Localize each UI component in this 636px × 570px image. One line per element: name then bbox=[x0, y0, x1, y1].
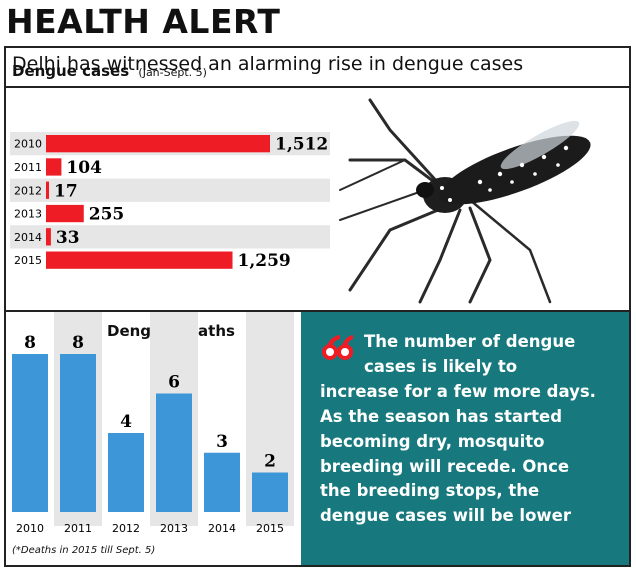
quote-mark-icon bbox=[322, 335, 353, 360]
cases-year-label: 2012 bbox=[14, 184, 42, 197]
cases-chart-title: Dengue cases (Jan-Sept. 5) bbox=[12, 62, 207, 80]
deaths-bar bbox=[252, 472, 288, 512]
quote-line: dengue cases will be lower bbox=[320, 506, 571, 526]
cases-bar bbox=[46, 228, 51, 246]
cases-bar-chart: 2010 1,512 2011 104 2012 17 2013 255 2014 33 2015 1… bbox=[10, 132, 330, 271]
deaths-year-label: 2012 bbox=[112, 522, 140, 535]
cases-year-label: 2011 bbox=[14, 161, 42, 174]
section-divider bbox=[6, 310, 629, 312]
quote-panel bbox=[301, 312, 629, 565]
deaths-value-label: 3 bbox=[216, 432, 228, 452]
deaths-bar bbox=[60, 354, 96, 512]
cases-value-label: 1,259 bbox=[238, 251, 291, 271]
deaths-value-label: 2 bbox=[264, 452, 276, 472]
deaths-value-label: 8 bbox=[72, 333, 84, 353]
subtitle: Delhi has witnessed an alarming rise in … bbox=[6, 48, 629, 88]
cases-bar bbox=[46, 204, 84, 223]
cases-value-label: 104 bbox=[66, 158, 102, 178]
cases-year-label: 2014 bbox=[14, 231, 42, 244]
deaths-year-label: 2014 bbox=[208, 522, 236, 535]
deaths-value-label: 4 bbox=[120, 412, 132, 432]
quote-line: becoming dry, mosquito bbox=[320, 431, 545, 451]
deaths-bar bbox=[108, 433, 144, 512]
cases-value-label: 17 bbox=[54, 181, 78, 201]
mosquito-illustration bbox=[339, 98, 591, 304]
infographic-frame: Delhi has witnessed an alarming rise in … bbox=[4, 46, 631, 567]
deaths-value-label: 8 bbox=[24, 333, 36, 353]
quote-line: The number of dengue bbox=[364, 332, 576, 351]
quote-line: the breeding stops, the bbox=[320, 481, 540, 501]
deaths-bar bbox=[156, 393, 192, 512]
deaths-bar bbox=[12, 354, 48, 512]
headline: HEALTH ALERT bbox=[6, 2, 281, 41]
row-stripe bbox=[10, 178, 330, 202]
deaths-year-label: 2015 bbox=[256, 522, 284, 535]
cases-year-label: 2015 bbox=[14, 254, 42, 267]
cases-year-label: 2013 bbox=[14, 208, 42, 221]
deaths-footnote: (*Deaths in 2015 till Sept. 5) bbox=[12, 545, 156, 556]
cases-bar bbox=[46, 135, 270, 153]
cases-subtitle-text: (Jan-Sept. 5) bbox=[138, 66, 207, 79]
deaths-bar-chart: 8 2010 8 2011 4 2012 6 2013 3 2014 2 2015 bbox=[12, 312, 294, 535]
quote-line: cases is likely to bbox=[364, 356, 518, 376]
cases-value-label: 255 bbox=[89, 205, 125, 225]
cases-bar bbox=[46, 158, 62, 176]
quote-line: As the season has started bbox=[320, 406, 563, 426]
row-stripe bbox=[10, 225, 330, 249]
deaths-value-label: 6 bbox=[168, 373, 180, 393]
quote-text: The number of dengue cases is likely to … bbox=[320, 330, 620, 529]
cases-title-text: Dengue cases bbox=[12, 62, 130, 80]
cases-year-label: 2010 bbox=[14, 138, 42, 151]
deaths-year-label: 2013 bbox=[160, 522, 188, 535]
cases-bar bbox=[46, 251, 233, 269]
cases-value-label: 33 bbox=[56, 228, 80, 248]
deaths-year-label: 2011 bbox=[64, 522, 92, 535]
deaths-year-label: 2010 bbox=[16, 522, 44, 535]
deaths-bar bbox=[204, 452, 240, 512]
quote-line: increase for a few more days. bbox=[320, 381, 596, 401]
quote-line: breeding will recede. Once bbox=[320, 456, 570, 476]
cases-value-label: 1,512 bbox=[275, 135, 328, 155]
cases-bar bbox=[46, 181, 49, 199]
